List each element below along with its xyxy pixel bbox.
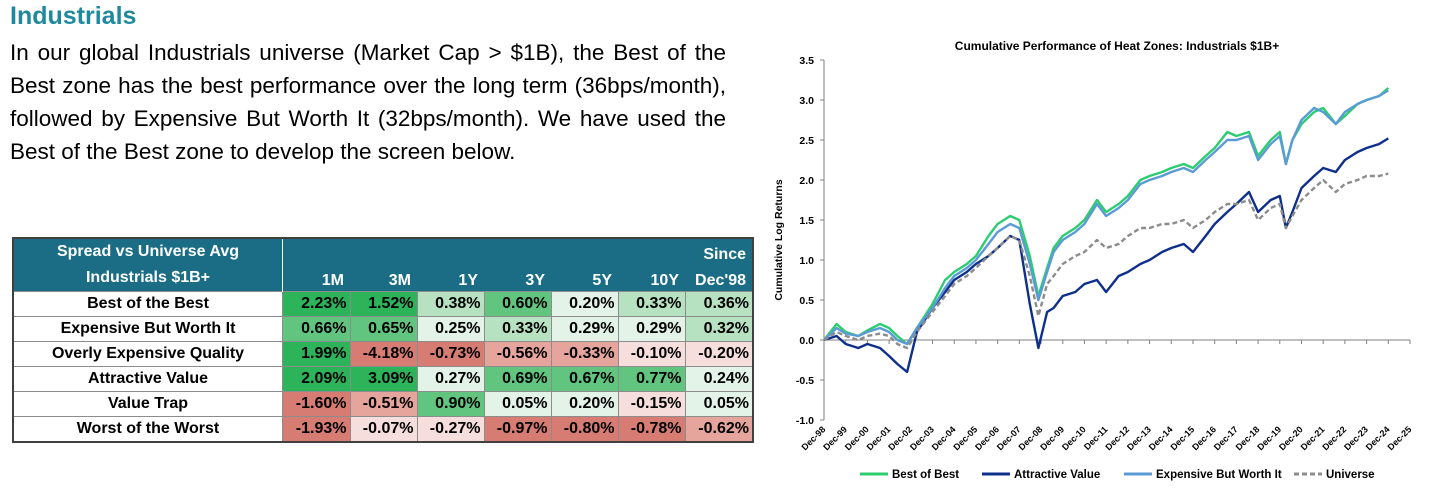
value-cell: 0.29% xyxy=(550,316,619,342)
value-cell: 0.29% xyxy=(617,316,686,342)
value-cell: 0.32% xyxy=(684,316,754,342)
series-line xyxy=(823,172,1389,350)
col-header: 1M xyxy=(282,265,350,292)
value-cell: -0.07% xyxy=(349,416,418,443)
value-cell: -1.93% xyxy=(282,416,351,443)
value-cell: 0.05% xyxy=(684,391,754,417)
y-tick-label: -1.0 xyxy=(796,415,814,427)
value-cell: -0.10% xyxy=(617,341,686,367)
value-cell: 2.23% xyxy=(282,291,351,317)
value-cell: 0.38% xyxy=(416,291,485,317)
value-cell: 2.09% xyxy=(282,366,351,392)
y-tick-label: 1.5 xyxy=(799,215,814,227)
col-header: Dec'98 xyxy=(685,265,753,292)
table-header-row-1: Spread vs Universe Avg Since xyxy=(13,238,753,265)
value-cell: 0.36% xyxy=(684,291,754,317)
table-row: Expensive But Worth It 0.66% 0.65% 0.25%… xyxy=(13,316,754,342)
y-tick-label: 3.0 xyxy=(799,95,814,107)
value-cell: 0.69% xyxy=(483,366,552,392)
row-name: Overly Expensive Quality xyxy=(13,341,283,367)
intro-paragraph: In our global Industrials universe (Mark… xyxy=(10,40,726,164)
col-header-top xyxy=(484,238,551,265)
legend-label: Expensive But Worth It xyxy=(1156,469,1282,481)
value-cell: 0.27% xyxy=(416,366,485,392)
value-cell: -0.73% xyxy=(416,341,485,367)
col-header: 3Y xyxy=(484,265,551,292)
value-cell: 1.99% xyxy=(282,341,351,367)
table-row: Best of the Best 2.23% 1.52% 0.38% 0.60%… xyxy=(13,291,754,317)
series-line xyxy=(823,137,1389,374)
section-heading: Industrials xyxy=(10,2,137,30)
table-row: Worst of the Worst -1.93% -0.07% -0.27% … xyxy=(13,416,754,443)
header-label-line2: Industrials $1B+ xyxy=(13,265,283,292)
value-cell: -0.51% xyxy=(349,391,418,417)
value-cell: 0.90% xyxy=(416,391,485,417)
col-header: 3M xyxy=(350,265,417,292)
spread-table: Spread vs Universe Avg Since Industrials… xyxy=(12,237,754,443)
y-tick-label: -0.5 xyxy=(796,375,814,387)
value-cell: 0.25% xyxy=(416,316,485,342)
value-cell: -4.18% xyxy=(349,341,418,367)
value-cell: -0.33% xyxy=(550,341,619,367)
table-header-row-2: Industrials $1B+ 1M 3M 1Y 3Y 5Y 10Y Dec'… xyxy=(13,265,753,292)
value-cell: 0.60% xyxy=(483,291,552,317)
value-cell: 0.65% xyxy=(349,316,418,342)
col-header: 5Y xyxy=(551,265,618,292)
y-tick-label: 0.5 xyxy=(799,295,814,307)
col-header-top: Since xyxy=(685,238,753,265)
y-tick-label: 2.0 xyxy=(799,175,814,187)
x-tick-label: Dec-25 xyxy=(1385,424,1413,452)
row-name: Value Trap xyxy=(13,391,283,417)
col-header-top xyxy=(417,238,484,265)
value-cell: 1.52% xyxy=(349,291,418,317)
col-header-top xyxy=(618,238,685,265)
chart-title: Cumulative Performance of Heat Zones: In… xyxy=(955,39,1279,53)
performance-chart: Cumulative Performance of Heat Zones: In… xyxy=(768,36,1428,492)
y-tick-label: 3.5 xyxy=(799,55,814,67)
legend-label: Best of Best xyxy=(892,469,959,481)
value-cell: 0.20% xyxy=(550,291,619,317)
value-cell: 0.66% xyxy=(282,316,351,342)
value-cell: -1.60% xyxy=(282,391,351,417)
col-header-top xyxy=(551,238,618,265)
value-cell: 0.05% xyxy=(483,391,552,417)
legend-label: Universe xyxy=(1326,469,1375,481)
row-name: Best of the Best xyxy=(13,291,283,317)
value-cell: 0.77% xyxy=(617,366,686,392)
row-name: Expensive But Worth It xyxy=(13,316,283,342)
value-cell: -0.20% xyxy=(684,341,754,367)
table-body: Best of the Best 2.23% 1.52% 0.38% 0.60%… xyxy=(13,291,754,443)
table-row: Value Trap -1.60% -0.51% 0.90% 0.05% 0.2… xyxy=(13,391,754,417)
chart-svg: Cumulative Performance of Heat Zones: In… xyxy=(773,39,1413,481)
series-line xyxy=(823,89,1389,346)
value-cell: -0.56% xyxy=(483,341,552,367)
col-header-top xyxy=(282,238,350,265)
value-cell: -0.78% xyxy=(617,416,686,443)
col-header: 1Y xyxy=(417,265,484,292)
y-tick-label: 1.0 xyxy=(799,255,814,267)
value-cell: -0.80% xyxy=(550,416,619,443)
y-tick-label: 0.0 xyxy=(799,335,814,347)
row-name: Worst of the Worst xyxy=(13,416,283,443)
header-label-line1: Spread vs Universe Avg xyxy=(13,238,283,265)
value-cell: -0.97% xyxy=(483,416,552,443)
row-name: Attractive Value xyxy=(13,366,283,392)
value-cell: -0.27% xyxy=(416,416,485,443)
y-axis-label: Cumulative Log Returns xyxy=(773,179,785,301)
x-tick-label: Dec-10 xyxy=(1060,424,1088,452)
table-row: Attractive Value 2.09% 3.09% 0.27% 0.69%… xyxy=(13,366,754,392)
col-header-top xyxy=(350,238,417,265)
legend-label: Attractive Value xyxy=(1014,469,1100,481)
col-header: 10Y xyxy=(618,265,685,292)
value-cell: -0.15% xyxy=(617,391,686,417)
value-cell: 3.09% xyxy=(349,366,418,392)
value-cell: 0.67% xyxy=(550,366,619,392)
value-cell: 0.20% xyxy=(550,391,619,417)
value-cell: 0.33% xyxy=(483,316,552,342)
value-cell: 0.24% xyxy=(684,366,754,392)
value-cell: -0.62% xyxy=(684,416,754,443)
table-row: Overly Expensive Quality 1.99% -4.18% -0… xyxy=(13,341,754,367)
value-cell: 0.33% xyxy=(617,291,686,317)
y-tick-label: 2.5 xyxy=(799,135,814,147)
